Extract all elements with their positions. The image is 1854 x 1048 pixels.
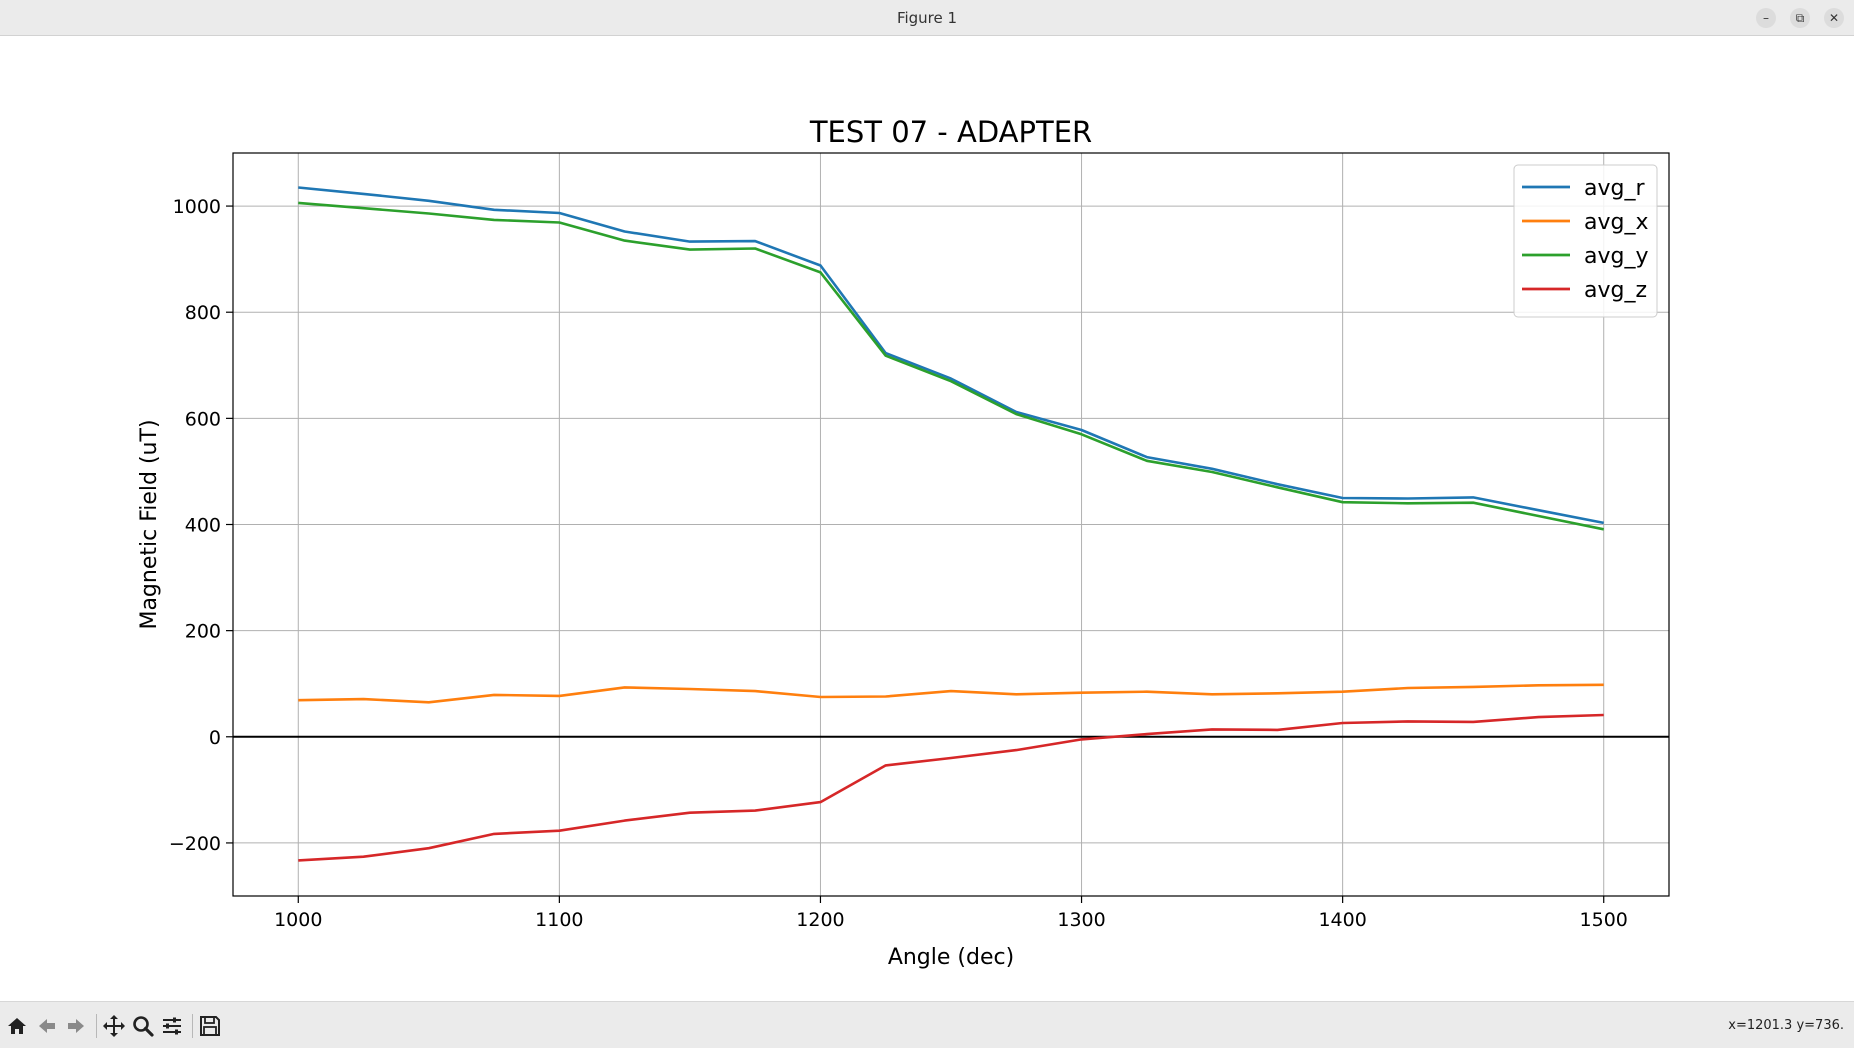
zoom-icon[interactable] xyxy=(131,1014,155,1038)
y-axis-ticks: −200 0 200 400 600 800 1000 xyxy=(169,196,233,855)
x-tick-label: 1000 xyxy=(274,909,322,931)
y-tick-label: −200 xyxy=(169,833,221,855)
y-tick-label: 200 xyxy=(185,621,221,643)
plot-canvas[interactable]: 1000 1100 1200 1300 1400 1500 −200 0 200 400 600 8… xyxy=(0,36,1854,1001)
minimize-icon[interactable]: – xyxy=(1756,8,1776,28)
home-icon[interactable] xyxy=(5,1014,29,1038)
save-icon[interactable] xyxy=(198,1014,222,1038)
toolbar-separator xyxy=(192,1014,193,1038)
legend-label-avg_r: avg_r xyxy=(1584,176,1645,201)
legend-label-avg_z: avg_z xyxy=(1584,278,1647,303)
x-tick-label: 1200 xyxy=(796,909,844,931)
y-tick-label: 1000 xyxy=(173,196,221,218)
series-lines xyxy=(298,186,1604,862)
x-axis-ticks: 1000 1100 1200 1300 1400 1500 xyxy=(274,896,1628,931)
x-tick-label: 1500 xyxy=(1580,909,1628,931)
y-tick-label: 0 xyxy=(209,727,221,749)
restore-icon[interactable]: ⧉ xyxy=(1790,8,1810,28)
y-tick-label: 400 xyxy=(185,515,221,537)
legend: avg_r avg_x avg_y avg_z xyxy=(1513,164,1658,318)
x-tick-label: 1300 xyxy=(1057,909,1105,931)
back-arrow-icon[interactable] xyxy=(35,1014,59,1038)
pan-icon[interactable] xyxy=(102,1014,126,1038)
legend-label-avg_y: avg_y xyxy=(1584,244,1649,269)
y-tick-label: 600 xyxy=(185,408,221,430)
legend-label-avg_x: avg_x xyxy=(1584,210,1649,235)
series-line-avg_x xyxy=(298,683,1604,704)
chart-title: TEST 07 - ADAPTER xyxy=(809,115,1092,149)
y-axis-label: Magnetic Field (uT) xyxy=(137,419,162,629)
cursor-coordinates: x=1201.3 y=736. xyxy=(1728,1018,1844,1033)
grid xyxy=(233,153,1669,896)
series-line-avg_z xyxy=(298,713,1604,862)
x-tick-label: 1400 xyxy=(1318,909,1366,931)
configure-subplots-icon[interactable] xyxy=(160,1014,184,1038)
x-axis-label: Angle (dec) xyxy=(888,945,1014,970)
y-tick-label: 800 xyxy=(185,302,221,324)
toolbar-separator xyxy=(96,1014,97,1038)
title-bar: Figure 1 – ⧉ ✕ xyxy=(0,0,1854,36)
window-title: Figure 1 xyxy=(896,9,958,27)
close-icon[interactable]: ✕ xyxy=(1824,8,1844,28)
navigation-toolbar: x=1201.3 y=736. xyxy=(0,1001,1854,1048)
series-line-avg_y xyxy=(298,201,1604,531)
x-tick-label: 1100 xyxy=(535,909,583,931)
forward-arrow-icon[interactable] xyxy=(64,1014,88,1038)
series-line-avg_r xyxy=(298,186,1604,525)
line-chart: 1000 1100 1200 1300 1400 1500 −200 0 200 400 600 8… xyxy=(137,115,1670,970)
legend-box xyxy=(1513,164,1658,318)
